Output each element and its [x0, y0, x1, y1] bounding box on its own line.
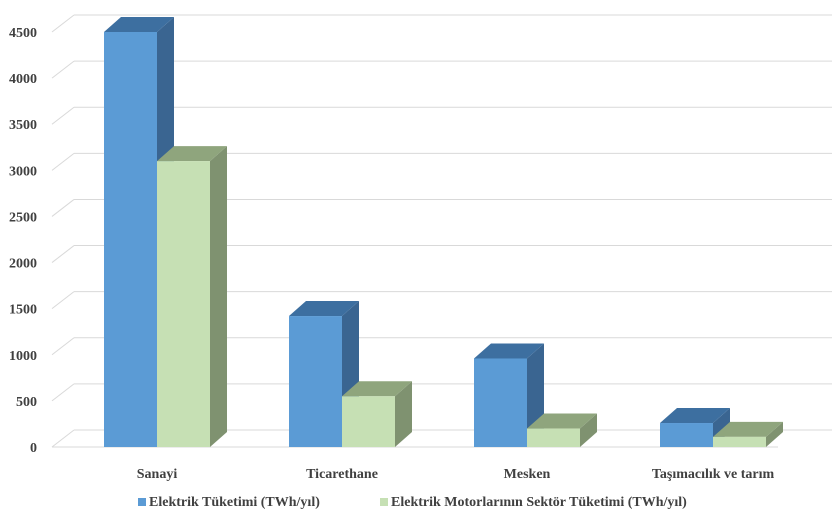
x-axis-category-labels: Sanayi Ticarethane Mesken Taşımacılık ve ta…: [137, 467, 775, 482]
bar-front-face: [660, 423, 713, 447]
y-tick-label: 4000: [9, 72, 37, 87]
bar-front-face: [289, 316, 342, 447]
gridline-diagonal: [51, 337, 75, 356]
category-label: Taşımacılık ve tarım: [652, 467, 775, 482]
bar-motor-tuketimi: [342, 381, 412, 447]
bar-motor-tuketimi: [527, 413, 597, 447]
category-label: Sanayi: [137, 467, 178, 482]
category-label: Ticarethane: [306, 467, 378, 482]
bar-top-face: [660, 408, 730, 424]
y-tick-label: 500: [16, 395, 37, 410]
legend-swatch: [138, 498, 146, 506]
category-label: Mesken: [504, 467, 551, 482]
legend-label: Elektrik Motorlarının Sektör Tüketimi (T…: [391, 495, 687, 510]
gridline-diagonal: [51, 152, 75, 171]
gridline-diagonal: [51, 383, 75, 402]
bar-side-face: [766, 421, 783, 447]
legend: Elektrik Tüketimi (TWh/yıl) Elektrik Moto…: [138, 495, 687, 510]
bar-front-face: [157, 161, 210, 447]
bar-top-face: [342, 381, 412, 397]
gridline-diagonal: [51, 245, 75, 263]
bar-front-face: [527, 428, 580, 447]
bar-top-face: [527, 413, 597, 429]
bar-top-face: [104, 17, 174, 32]
gridline-diagonal: [51, 14, 75, 33]
bar-front-face: [104, 32, 157, 447]
bar-motor-tuketimi: [157, 146, 227, 447]
legend-swatch: [380, 498, 388, 506]
bar-side-face: [395, 381, 412, 447]
bar-side-face: [210, 146, 227, 447]
gridline-diagonal: [51, 291, 75, 310]
bar-side-face: [580, 413, 597, 447]
bar-top-face: [157, 146, 227, 162]
bar-top-face: [474, 343, 544, 359]
y-tick-label: 1000: [9, 349, 37, 364]
y-tick-label: 3000: [9, 164, 37, 179]
bar-elektrik-tuketimi: [660, 408, 730, 447]
y-tick-label: 0: [30, 441, 37, 456]
bar-front-face: [713, 436, 766, 447]
y-tick-label: 2000: [9, 257, 37, 272]
gridline-diagonal: [51, 60, 75, 79]
bar-elektrik-tuketimi: [104, 17, 174, 447]
y-tick-label: 3500: [9, 118, 37, 133]
bar-front-face: [342, 396, 395, 447]
bars: [104, 17, 783, 447]
y-tick-label: 2500: [9, 210, 37, 225]
gridline-diagonal: [51, 429, 75, 448]
gridline-diagonal: [51, 199, 75, 217]
bar-top-face: [713, 421, 783, 437]
gridline-diagonal: [51, 106, 75, 125]
bar-front-face: [474, 358, 527, 447]
bar-elektrik-tuketimi: [474, 343, 544, 447]
bar-motor-tuketimi: [713, 421, 783, 447]
bar-top-face: [289, 301, 359, 317]
legend-label: Elektrik Tüketimi (TWh/yıl): [149, 495, 320, 510]
y-tick-label: 4500: [9, 26, 37, 41]
y-tick-label: 1500: [9, 303, 37, 318]
y-axis-tick-labels: 0 500 1000 1500 2000 2500 3000 3500 4000 4500: [9, 26, 37, 456]
